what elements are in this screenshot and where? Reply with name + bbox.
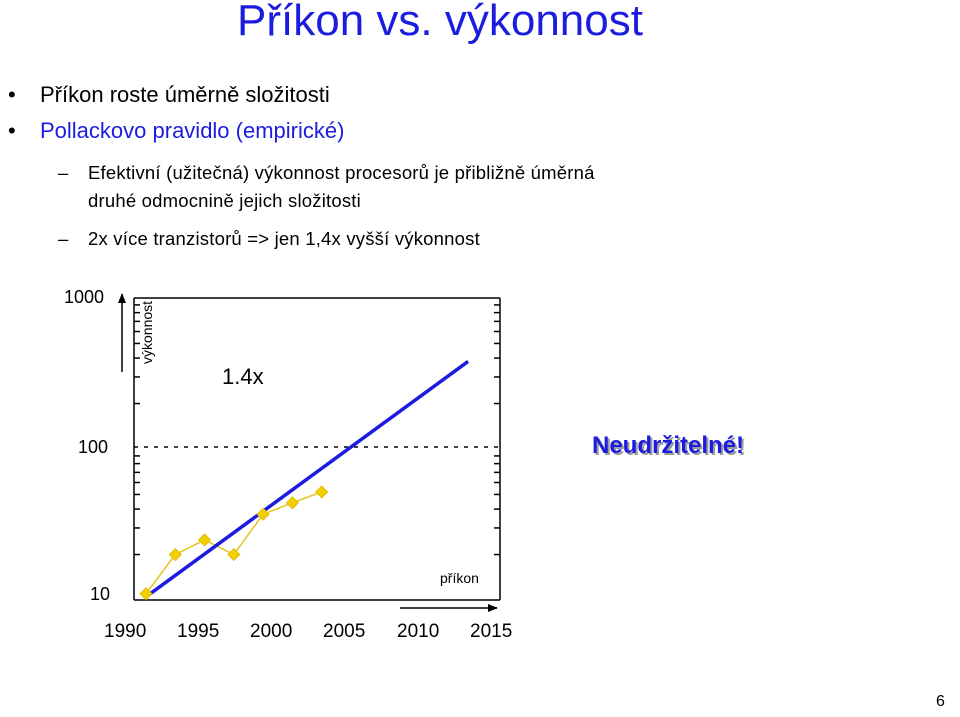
x-tick-2005: 2005 <box>323 621 366 642</box>
subbullet-1-continuation: druhé odmocnině jejich složitosti <box>88 190 361 211</box>
subbullet-symbol: – <box>58 228 69 249</box>
series-layer <box>139 360 470 601</box>
y-tick-1000: 1000 <box>63 287 104 307</box>
y-minor-ticks-left <box>134 304 140 556</box>
bullet-symbol: • <box>8 118 16 143</box>
page-number: 6 <box>936 693 945 710</box>
slide-title: Příkon vs. výkonnost <box>237 0 643 45</box>
y-arrow-label: výkonnost <box>139 300 155 364</box>
trend-line <box>144 360 470 599</box>
data-point-diamond <box>139 587 153 601</box>
subbullet-2: –2x více tranzistorů => jen 1,4x vyšší v… <box>58 226 480 252</box>
bullet-text: Pollackovo pravidlo (empirické) <box>40 118 345 143</box>
y-tick-10: 10 <box>89 584 110 604</box>
subbullet-text-line1: Efektivní (užitečná) výkonnost procesorů… <box>88 162 595 183</box>
data-point-diamond <box>197 533 212 547</box>
x-tick-2015: 2015 <box>470 621 513 642</box>
factor-annotation: 1.4x <box>222 364 264 389</box>
data-point-diamond <box>256 507 270 521</box>
data-point-diamond <box>285 496 299 510</box>
subbullet-1: – Efektivní (užitečná) výkonnost procesor… <box>58 160 595 186</box>
x-tick-2000: 2000 <box>250 621 293 642</box>
bullet-1: • Příkon roste úměrně složitosti <box>8 82 330 108</box>
data-point-diamond <box>315 485 329 499</box>
subbullet-symbol: – <box>58 162 69 183</box>
x-arrow-label: příkon <box>440 570 479 586</box>
bullet-text: Příkon roste úměrně složitosti <box>40 82 330 107</box>
x-tick-1995: 1995 <box>177 621 220 642</box>
x-tick-1990: 1990 <box>104 621 147 642</box>
y-minor-ticks-right <box>494 304 500 556</box>
y-tick-100: 100 <box>77 437 108 457</box>
data-point-diamond <box>168 547 182 562</box>
subbullet-text: 2x více tranzistorů => jen 1,4x vyšší vý… <box>88 228 480 249</box>
data-point-diamond <box>227 547 241 562</box>
callout-unsustainable: Neudržitelné! <box>592 432 745 459</box>
bullet-symbol: • <box>8 82 16 107</box>
bullet-2: • Pollackovo pravidlo (empirické) <box>8 118 344 144</box>
x-tick-2010: 2010 <box>397 621 440 642</box>
